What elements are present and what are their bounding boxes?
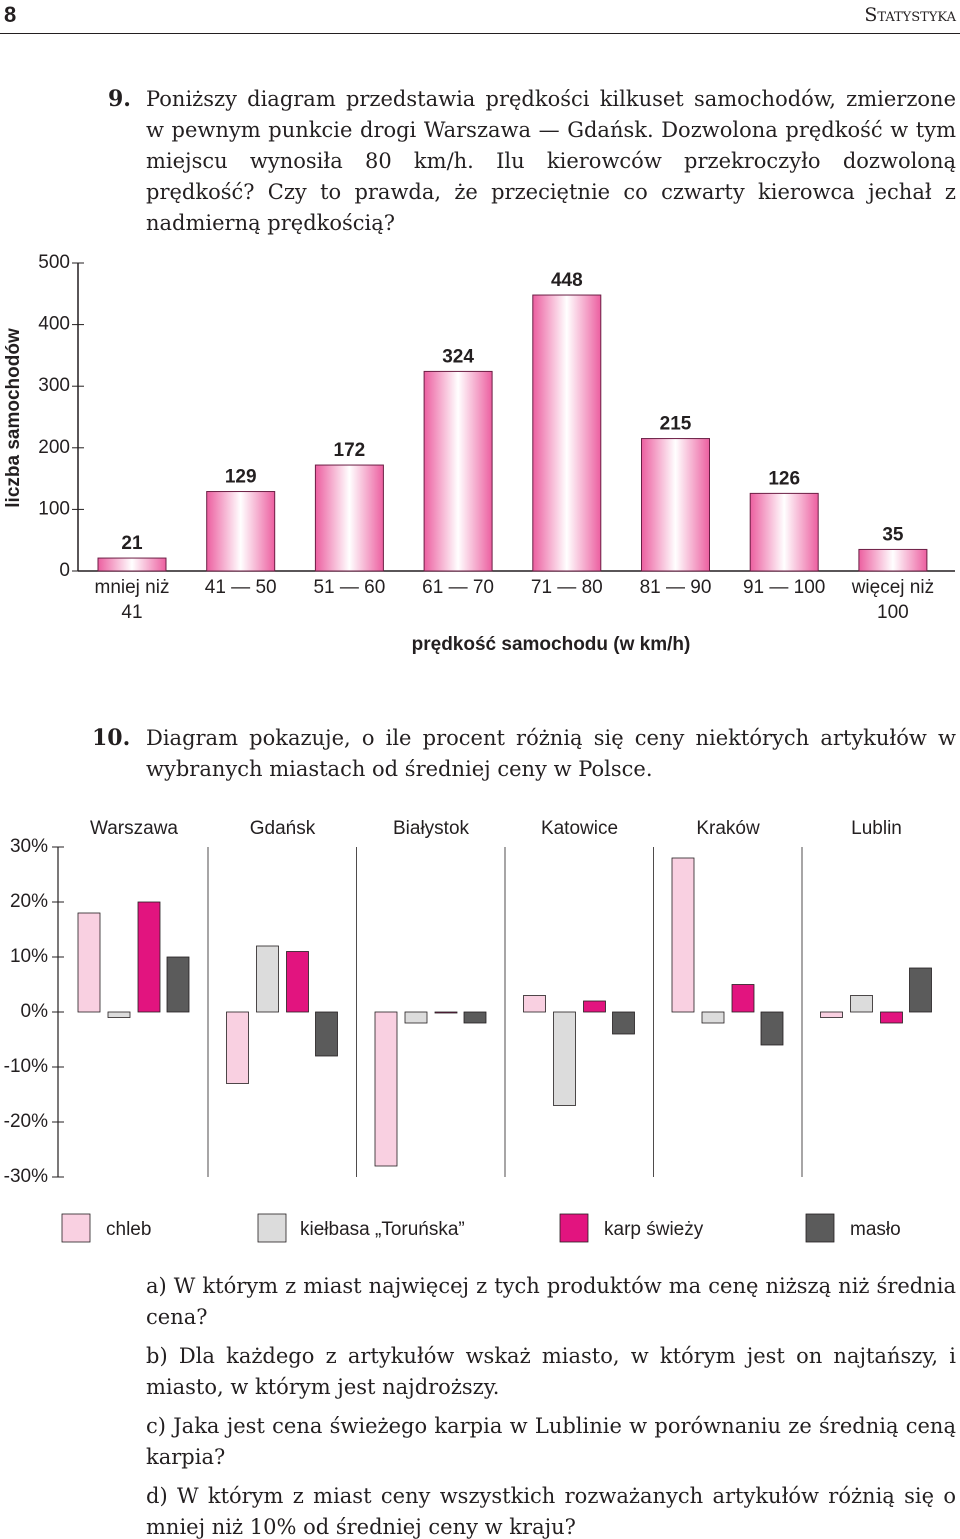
x-axis-label: prędkość samochodu (w km/h) [412, 634, 691, 655]
question: b) Dla każdego z artykułów wskaż miasto,… [146, 1341, 956, 1403]
category-label: Gdańsk [250, 818, 316, 839]
y-tick-label: -30% [4, 1166, 48, 1187]
question-text: W którym z miast najwięcej z tych produk… [146, 1274, 956, 1329]
question-text: Jaka jest cena świeżego karpia w Lublini… [146, 1414, 956, 1469]
y-tick-label: 300 [38, 375, 70, 396]
y-tick-label: 0 [59, 560, 70, 581]
bar [532, 294, 602, 572]
question-label: d) [146, 1484, 168, 1508]
legend-label: karp świeży [604, 1219, 704, 1240]
x-tick-label: mniej niż 41 [94, 577, 170, 623]
y-tick-label: 10% [10, 946, 48, 967]
bar [612, 1011, 635, 1035]
legend-swatch [61, 1213, 91, 1243]
category-label: Białystok [393, 818, 470, 839]
value-label: 35 [882, 524, 904, 545]
bar [226, 1011, 249, 1084]
bar [97, 557, 167, 572]
category-label: Kraków [696, 818, 760, 839]
y-tick-label: 200 [38, 437, 70, 458]
bar [77, 912, 101, 1013]
exercise-number: 10. [92, 725, 131, 751]
exercise-number: 9. [108, 86, 131, 112]
value-label: 129 [225, 467, 257, 488]
x-tick-label: 61 — 70 [422, 577, 494, 598]
question-text: Dla każdego z artykułów wskaż miasto, w … [146, 1344, 956, 1399]
bar [256, 945, 279, 1013]
bar [137, 901, 161, 1013]
exercise-text: Poniższy diagram przedstawia prędkości k… [146, 87, 956, 235]
value-label: 21 [121, 533, 143, 554]
legend-swatch [559, 1213, 589, 1243]
y-tick-label: 500 [38, 252, 70, 273]
bar [166, 956, 190, 1013]
category-label: Katowice [541, 818, 618, 839]
y-tick-label: 20% [10, 891, 48, 912]
x-tick-label: 81 — 90 [639, 577, 712, 598]
value-label: 448 [551, 270, 583, 291]
question: a) W którym z miast najwięcej z tych pro… [146, 1271, 956, 1333]
y-tick-label: -20% [4, 1111, 48, 1132]
bar [641, 438, 710, 572]
question-text: W którym z miast ceny wszystkich rozważa… [146, 1484, 956, 1539]
bar [434, 1011, 458, 1014]
bar [701, 1011, 725, 1024]
legend-label: chleb [106, 1219, 151, 1240]
exercise-text: Diagram pokazuje, o ile procent różnią s… [146, 726, 956, 781]
y-tick-label: 100 [38, 498, 70, 519]
page-number: 8 [4, 2, 17, 27]
bar [553, 1011, 576, 1106]
category-label: Lublin [851, 818, 902, 839]
bar [749, 492, 819, 572]
question-label: c) [146, 1414, 166, 1438]
bar [404, 1011, 428, 1024]
question: d) W którym z miast ceny wszystkich rozw… [146, 1481, 956, 1539]
bar [314, 464, 384, 572]
legend-swatch [257, 1213, 287, 1243]
bar [523, 995, 546, 1013]
bar [463, 1011, 487, 1024]
bar [315, 1011, 338, 1057]
bar [760, 1011, 784, 1046]
x-tick-label: więcej niż 100 [851, 577, 935, 623]
x-tick-label: 71 — 80 [530, 577, 603, 598]
value-label: 324 [442, 346, 474, 367]
y-axis-label: liczba samochodów [3, 328, 24, 508]
bar [909, 967, 932, 1013]
y-tick-label: 0% [21, 1001, 49, 1022]
bar [206, 491, 276, 572]
bar [731, 984, 755, 1013]
x-tick-label: 41 — 50 [204, 577, 277, 598]
x-tick-label: 51 — 60 [313, 577, 386, 598]
legend-label: kiełbasa „Toruńska” [300, 1219, 465, 1240]
value-label: 215 [660, 414, 692, 435]
bar [107, 1011, 131, 1018]
question-label: a) [146, 1274, 167, 1298]
y-tick-label: 30% [10, 836, 48, 857]
bar [423, 370, 493, 572]
question: c) Jaka jest cena świeżego karpia w Lubl… [146, 1411, 956, 1473]
y-tick-label: 400 [38, 314, 70, 335]
section-title: Statystyka [864, 4, 956, 26]
header-rule [0, 33, 960, 34]
category-label: Warszawa [90, 818, 178, 839]
bar [850, 995, 873, 1013]
bar [374, 1011, 398, 1167]
question-label: b) [146, 1344, 168, 1368]
bar [820, 1011, 843, 1018]
legend-label: masło [850, 1219, 901, 1240]
value-label: 126 [768, 468, 800, 489]
bar [583, 1000, 606, 1013]
bar [286, 951, 309, 1013]
value-label: 172 [334, 440, 366, 461]
y-tick-label: -10% [4, 1056, 48, 1077]
bar [671, 857, 695, 1013]
bar [880, 1011, 903, 1024]
x-tick-label: 91 — 100 [742, 577, 826, 598]
bar [858, 548, 928, 572]
legend-swatch [805, 1213, 835, 1243]
questions: a) W którym z miast najwięcej z tych pro… [146, 1271, 956, 1539]
